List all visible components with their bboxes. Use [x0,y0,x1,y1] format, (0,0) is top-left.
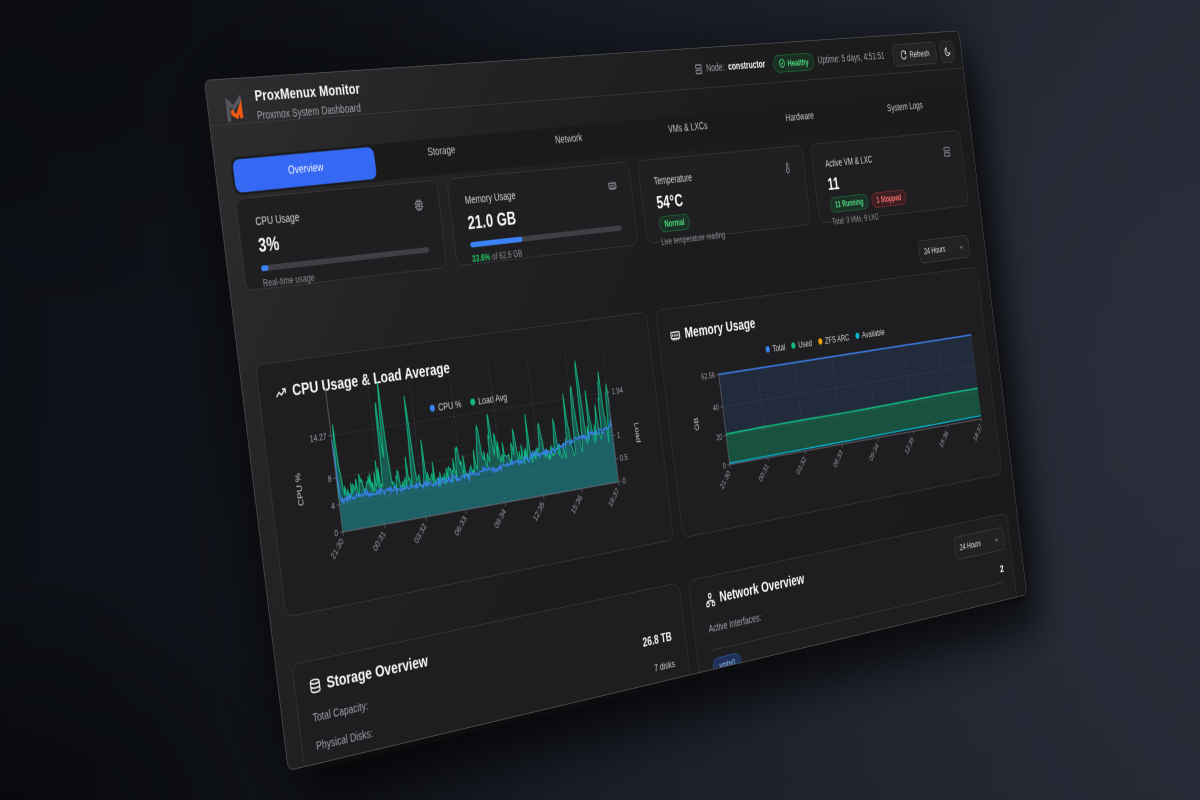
svg-text:GB: GB [692,417,700,431]
svg-text:12:35: 12:35 [531,499,546,523]
svg-text:0: 0 [334,527,339,539]
svg-text:03:32: 03:32 [795,454,808,476]
svg-text:14.27: 14.27 [309,431,327,445]
svg-text:Load: Load [633,422,642,444]
svg-text:12:35: 12:35 [903,435,915,457]
svg-text:18:37: 18:37 [607,486,621,509]
svg-text:15:36: 15:36 [569,492,583,516]
svg-text:06:33: 06:33 [453,513,468,537]
svg-text:0: 0 [622,475,627,486]
svg-text:4: 4 [331,500,336,512]
svg-text:1.94: 1.94 [611,385,624,397]
svg-text:15:36: 15:36 [938,428,950,449]
svg-text:18:37: 18:37 [972,422,983,443]
svg-text:62.56: 62.56 [701,370,716,382]
svg-text:20: 20 [716,431,723,442]
svg-text:40: 40 [712,402,719,413]
svg-text:1: 1 [616,429,621,440]
svg-text:06:33: 06:33 [832,448,844,470]
svg-text:8: 8 [327,473,332,484]
svg-text:09:34: 09:34 [492,506,507,530]
svg-text:21:30: 21:30 [329,536,345,561]
svg-text:00:31: 00:31 [371,528,387,553]
svg-text:0: 0 [722,460,726,470]
svg-text:03:32: 03:32 [412,521,428,546]
svg-text:21:30: 21:30 [719,468,732,491]
svg-text:CPU %: CPU % [293,473,305,507]
svg-text:00:31: 00:31 [757,461,770,483]
svg-text:09:34: 09:34 [868,441,880,463]
svg-text:0.5: 0.5 [619,452,628,463]
